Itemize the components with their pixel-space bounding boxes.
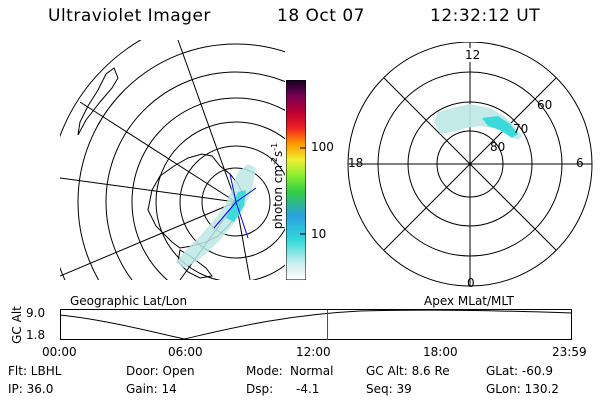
altitude-y-bottom: 1.8	[26, 328, 46, 342]
mlt-0-label: 0	[467, 276, 475, 290]
colorbar-unit-label: photon cm-2s-1	[270, 126, 286, 246]
colorbar-tick-100: 100	[311, 140, 334, 154]
x-tick-3: 18:00	[423, 345, 458, 359]
apex-polar-map	[347, 42, 593, 287]
dsp-label: Dsp:	[246, 382, 274, 396]
x-tick-1: 06:00	[168, 345, 203, 359]
mlt-18-label: 18	[348, 156, 364, 170]
date-label: 18 Oct 07	[277, 6, 365, 26]
mode-label: Mode:	[246, 364, 283, 378]
altitude-plot	[60, 309, 572, 340]
unit-exp2: -1	[270, 142, 279, 151]
altitude-ylabel: GC Alt	[10, 306, 24, 344]
dsp-value: -4.1	[296, 382, 320, 396]
altitude-y-top: 9.0	[26, 306, 46, 320]
filter-status: Flt: LBHL	[8, 364, 62, 378]
x-tick-0: 00:00	[42, 345, 77, 359]
x-tick-4: 23:59	[552, 345, 587, 359]
unit-exp1: -2	[270, 156, 279, 165]
unit-mid: s	[271, 150, 285, 157]
mode-value: Normal	[290, 364, 334, 378]
ip-status: IP: 36.0	[8, 382, 54, 396]
mlat-70-label: 70	[513, 122, 529, 136]
door-status: Door: Open	[126, 364, 195, 378]
gc-alt-status: GC Alt: 8.6 Re	[366, 364, 450, 378]
seq-status: Seq: 39	[366, 382, 412, 396]
mlat-80-label: 80	[490, 140, 506, 154]
apex-panel-label: Apex MLat/MLT	[424, 294, 514, 308]
mlt-6-label: 6	[576, 156, 584, 170]
x-tick-2: 12:00	[296, 345, 331, 359]
glat-status: GLat: -60.9	[486, 364, 553, 378]
gain-status: Gain: 14	[126, 382, 177, 396]
mlt-12-label: 12	[465, 48, 481, 62]
mlat-60-label: 60	[537, 98, 553, 112]
geographic-map	[60, 40, 285, 280]
glon-status: GLon: 130.2	[486, 382, 559, 396]
intensity-colorbar	[286, 80, 306, 280]
geographic-panel-label: Geographic Lat/Lon	[70, 294, 188, 308]
instrument-title: Ultraviolet Imager	[48, 6, 211, 26]
colorbar-tick-10: 10	[311, 227, 327, 241]
time-label: 12:32:12 UT	[430, 6, 541, 26]
unit-base: photon cm	[271, 164, 285, 230]
